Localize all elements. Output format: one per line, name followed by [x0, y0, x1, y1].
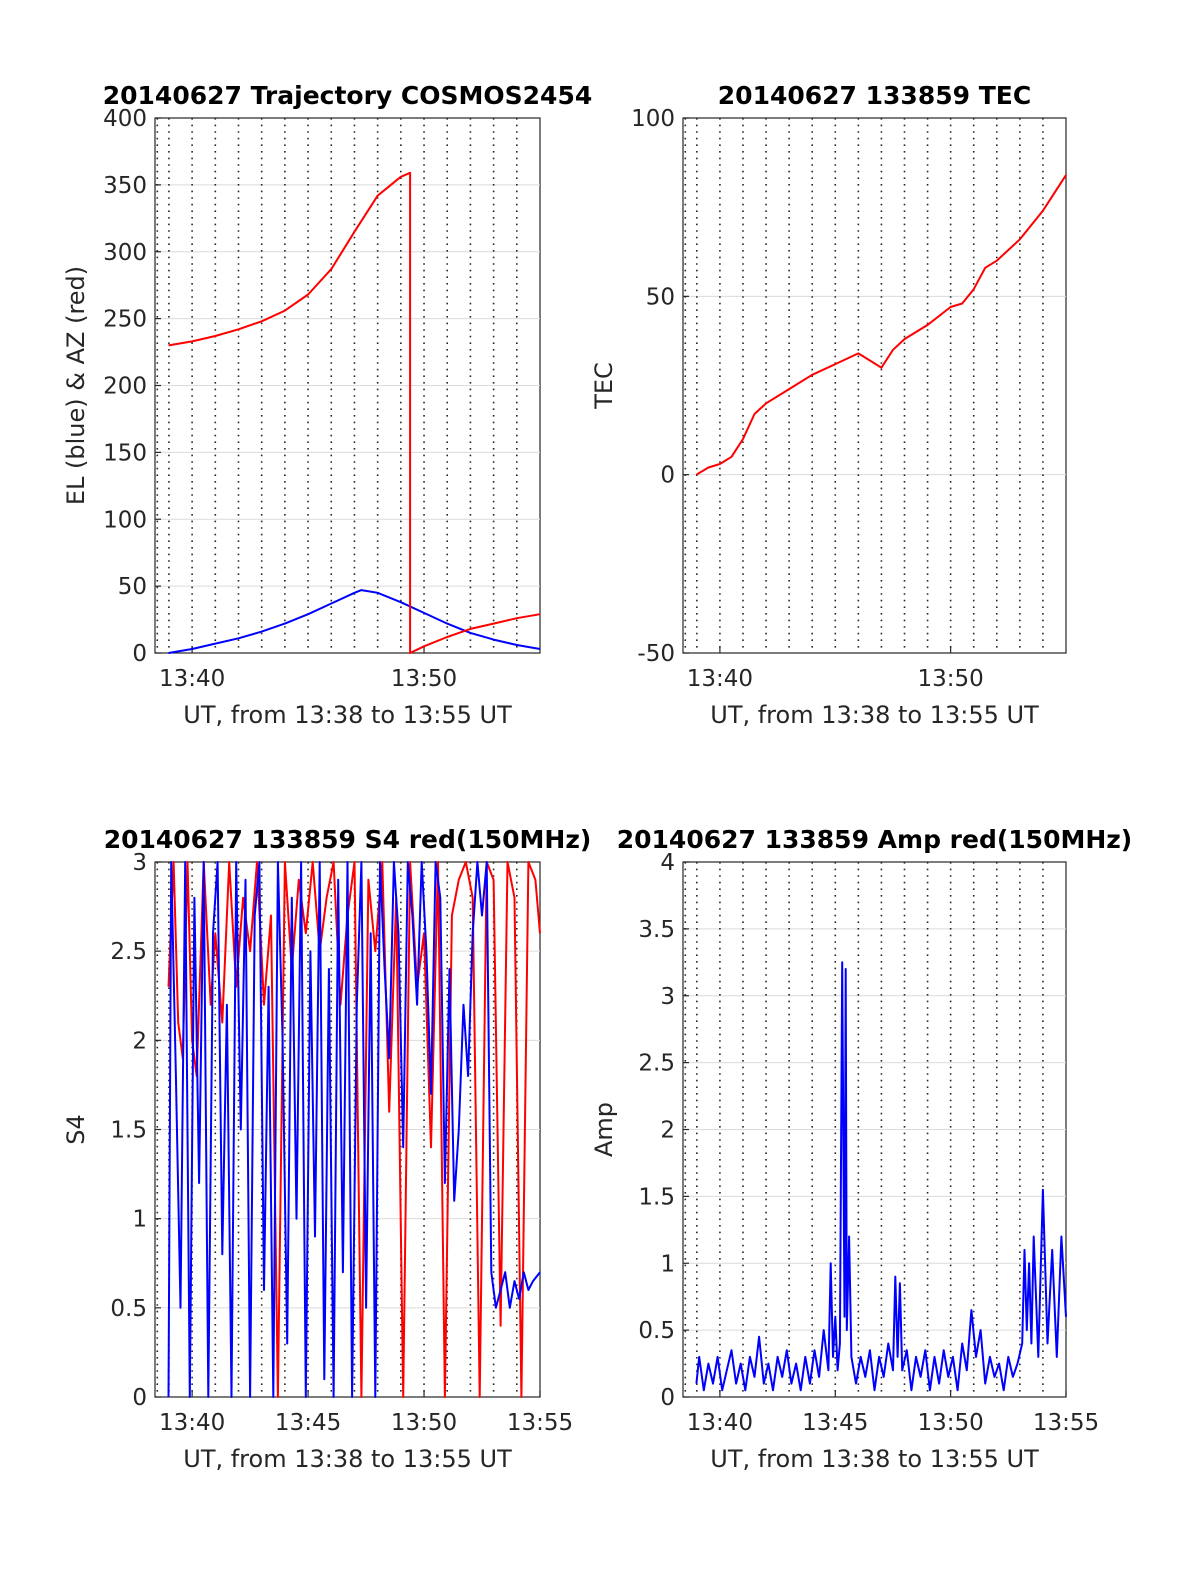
tec-series-1-line [695, 174, 1067, 476]
trajectory-series-2-line [168, 171, 541, 654]
tec-panel: -50 0 50 100 13:40 13:50 20140627 133859 TEC UT… [590, 81, 1067, 729]
tec-ytick-label: -50 [637, 641, 675, 667]
s4-series-2-line [167, 861, 541, 1398]
amp-ytick-label: 2.5 [638, 1051, 675, 1077]
amp-ytick-label: 1.5 [638, 1184, 675, 1210]
trajectory-series-1-line [168, 589, 541, 654]
amp-ytick-label: 3 [660, 984, 675, 1010]
trajectory-ytick-label: 150 [103, 440, 147, 466]
trajectory-chart-title: 20140627 Trajectory COSMOS2454 [103, 81, 593, 110]
tec-x-axis-label: UT, from 13:38 to 13:55 UT [710, 701, 1039, 729]
tec-ytick-label: 50 [646, 284, 675, 310]
amp-ytick-label: 0 [660, 1385, 675, 1411]
s4-x-axis-label: UT, from 13:38 to 13:55 UT [183, 1445, 512, 1473]
s4-xtick-label: 13:50 [391, 1410, 457, 1436]
trajectory-x-axis-label: UT, from 13:38 to 13:55 UT [183, 701, 512, 729]
trajectory-ytick-label: 200 [103, 374, 147, 400]
trajectory-ytick-label: 100 [103, 507, 147, 533]
trajectory-y-axis-label: EL (blue) & AZ (red) [62, 266, 90, 505]
s4-ytick-label: 0.5 [110, 1296, 147, 1322]
s4-xtick-label: 13:45 [275, 1410, 341, 1436]
s4-chart-title: 20140627 133859 S4 red(150MHz) [104, 825, 592, 854]
amp-ytick-label: 0.5 [638, 1318, 675, 1344]
amp-xtick-label: 13:50 [917, 1410, 983, 1436]
amp-x-axis-label: UT, from 13:38 to 13:55 UT [710, 1445, 1039, 1473]
amp-chart-title: 20140627 133859 Amp red(150MHz) [617, 825, 1133, 854]
tec-ytick-label: 100 [631, 106, 675, 132]
tec-y-axis-label: TEC [590, 362, 618, 410]
s4-ytick-label: 0 [132, 1385, 147, 1411]
tec-plot-area [682, 117, 1067, 654]
amp-xtick-label: 13:55 [1033, 1410, 1099, 1436]
s4-panel: 0 0.5 1 1.5 2 2.5 3 13:40 13:45 13:50 13:55 2014062… [62, 825, 591, 1473]
trajectory-xtick-label: 13:50 [391, 666, 457, 692]
s4-ytick-label: 1.5 [110, 1118, 147, 1144]
amp-ytick-label: 3.5 [638, 917, 675, 943]
trajectory-ytick-label: 300 [103, 240, 147, 266]
s4-y-axis-label: S4 [62, 1114, 90, 1145]
amp-panel: 0 0.5 1 1.5 2 2.5 3 3.5 4 13:40 13:45 13:50 13:55 201… [590, 825, 1132, 1473]
amp-xtick-label: 13:40 [687, 1410, 753, 1436]
s4-ytick-label: 1 [132, 1207, 147, 1233]
s4-ytick-label: 2.5 [110, 939, 147, 965]
trajectory-ytick-label: 0 [132, 641, 147, 667]
tec-chart-title: 20140627 133859 TEC [718, 81, 1031, 110]
amp-xtick-label: 13:45 [802, 1410, 868, 1436]
amp-ytick-label: 2 [660, 1118, 675, 1144]
trajectory-ytick-label: 400 [103, 106, 147, 132]
s4-ytick-label: 3 [132, 850, 147, 876]
amp-ytick-label: 4 [660, 850, 675, 876]
amp-ytick-label: 1 [660, 1251, 675, 1277]
s4-xtick-label: 13:40 [159, 1410, 225, 1436]
amp-y-axis-label: Amp [590, 1102, 618, 1157]
trajectory-ytick-label: 50 [118, 574, 147, 600]
amp-series-1-line [695, 961, 1067, 1392]
s4-ytick-label: 2 [132, 1028, 147, 1054]
trajectory-ytick-label: 250 [103, 307, 147, 333]
tec-xtick-label: 13:50 [917, 666, 983, 692]
tec-xtick-label: 13:40 [687, 666, 753, 692]
trajectory-xtick-label: 13:40 [159, 666, 225, 692]
trajectory-panel: 0 50 100 150 200 250 300 350 400 13:40 13:50 201406… [62, 81, 592, 729]
trajectory-ytick-label: 350 [103, 173, 147, 199]
s4-xtick-label: 13:55 [507, 1410, 573, 1436]
tec-ytick-label: 0 [660, 463, 675, 489]
